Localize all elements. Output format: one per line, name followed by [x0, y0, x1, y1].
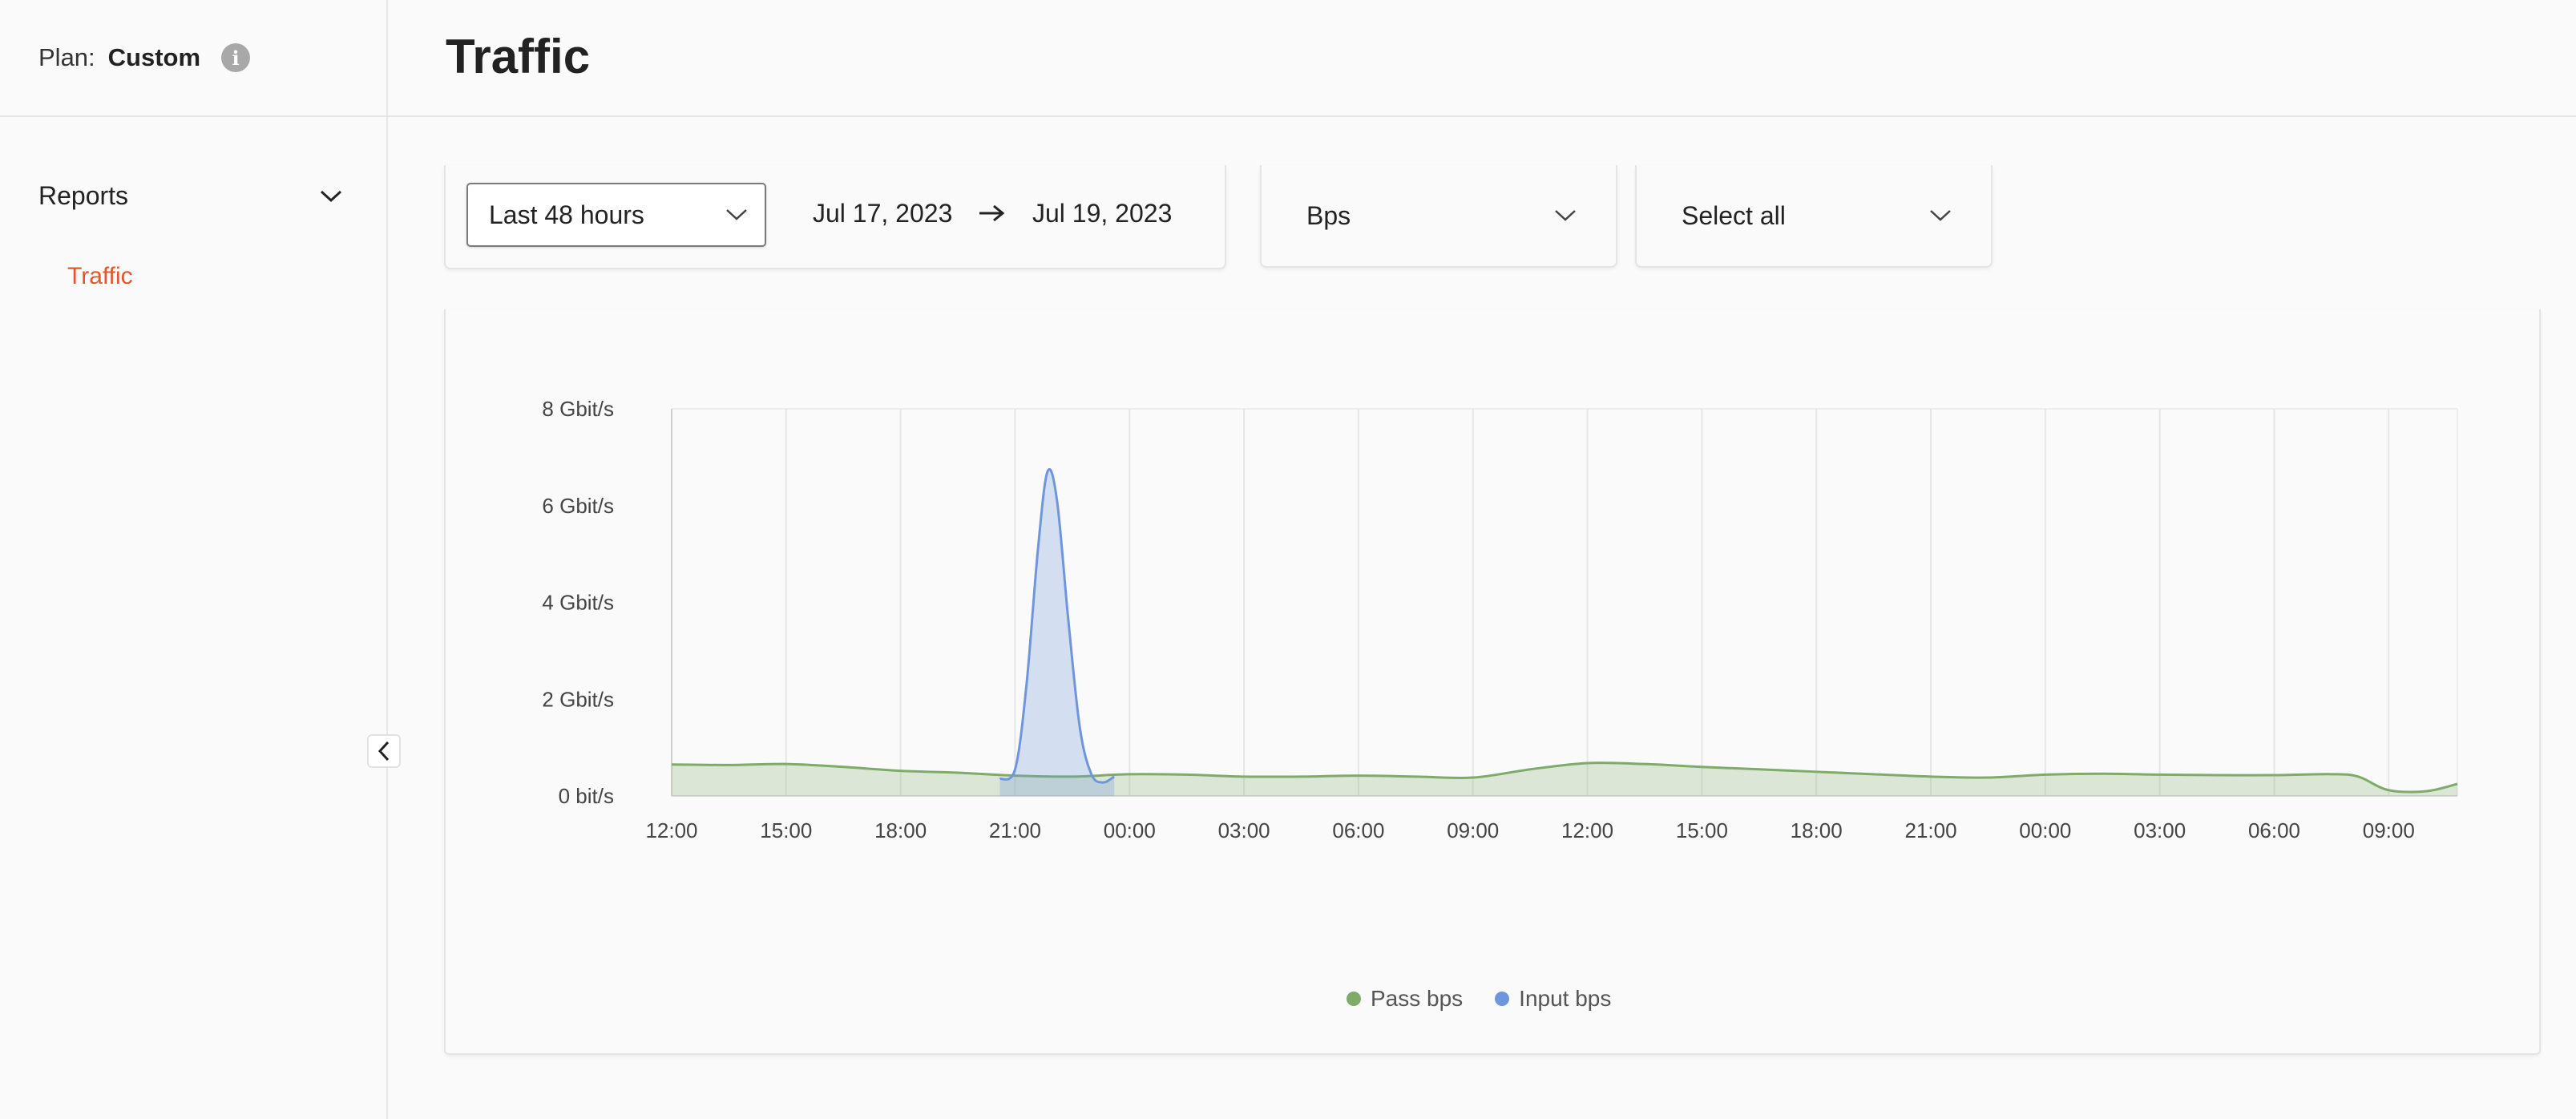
- unit-value: Bps: [1306, 200, 1351, 230]
- date-from[interactable]: Jul 17, 2023: [813, 199, 953, 228]
- x-tick-label: 15:00: [1676, 818, 1728, 842]
- series-area-pass-bps: [672, 762, 2457, 796]
- legend-dot-pass: [1347, 992, 1361, 1006]
- x-axis-ticks: 12:00 15:00 18:00 21:00 00:00 03:00 06:00 09:00…: [645, 818, 2414, 842]
- y-tick-label: 0 bit/s: [559, 784, 614, 808]
- chevron-left-icon: [378, 741, 390, 761]
- time-range-select[interactable]: Last 48 hours: [466, 183, 766, 247]
- nav-section-reports[interactable]: Reports: [38, 181, 343, 211]
- x-tick-label: 15:00: [760, 818, 812, 842]
- page-header: Traffic: [388, 0, 2576, 117]
- y-axis-ticks: 0 bit/s 2 Gbit/s 4 Gbit/s 6 Gbit/s 8 Gbit/s: [542, 397, 614, 808]
- legend-item-input[interactable]: Input bps: [1495, 986, 1611, 1012]
- x-tick-label: 09:00: [1447, 818, 1499, 842]
- chevron-down-icon: [1555, 210, 1576, 221]
- series-line-pass-bps: [671, 761, 2458, 794]
- x-tick-label: 00:00: [1104, 818, 1156, 842]
- series-area-input-bps: [999, 469, 1115, 796]
- chart-legend: Pass bps Input bps: [1347, 986, 1611, 1012]
- y-tick-label: 6 Gbit/s: [542, 494, 614, 518]
- chart-areas: [671, 468, 2458, 796]
- date-to[interactable]: Jul 19, 2023: [1032, 199, 1173, 228]
- x-tick-label: 18:00: [874, 818, 927, 842]
- plan-value: Custom: [107, 43, 201, 71]
- info-icon[interactable]: i: [221, 43, 251, 72]
- legend-label-pass: Pass bps: [1371, 986, 1464, 1011]
- chart-card: [444, 309, 2541, 1055]
- time-range-value: Last 48 hours: [489, 200, 644, 229]
- legend-item-pass[interactable]: Pass bps: [1347, 986, 1463, 1012]
- x-tick-label: 21:00: [989, 818, 1041, 842]
- selection-dropdown[interactable]: Select all: [1635, 165, 1993, 268]
- chevron-down-icon: [320, 190, 342, 202]
- unit-dropdown[interactable]: Bps: [1260, 165, 1617, 268]
- y-tick-label: 4 Gbit/s: [542, 591, 614, 615]
- plan-row: Plan: Custom i: [0, 0, 386, 117]
- x-tick-label: 12:00: [1561, 818, 1613, 842]
- page-title: Traffic: [446, 30, 591, 83]
- x-tick-label: 03:00: [1218, 818, 1270, 842]
- legend-dot-input: [1495, 992, 1510, 1006]
- nav-section-title: Reports: [38, 181, 129, 210]
- x-tick-label: 18:00: [1791, 818, 1843, 842]
- x-tick-label: 00:00: [2019, 818, 2071, 842]
- plan-label: Plan:: [38, 43, 95, 71]
- series-line-input-bps: [999, 468, 1116, 784]
- y-tick-label: 8 Gbit/s: [542, 397, 614, 421]
- chevron-down-icon: [726, 209, 747, 220]
- arrow-right-icon: [979, 204, 1005, 222]
- sidebar: Plan: Custom i Reports Traffic: [0, 0, 388, 1119]
- collapse-sidebar-button[interactable]: [367, 734, 401, 768]
- x-tick-label: 12:00: [645, 818, 697, 842]
- legend-label-input: Input bps: [1519, 986, 1612, 1011]
- x-tick-label: 03:00: [2134, 818, 2186, 842]
- sidebar-item-traffic[interactable]: Traffic: [67, 263, 133, 289]
- x-tick-label: 09:00: [2363, 818, 2415, 842]
- x-tick-label: 06:00: [2248, 818, 2300, 842]
- chart-grid: [671, 408, 2458, 797]
- y-tick-label: 2 Gbit/s: [542, 687, 614, 711]
- selection-value: Select all: [1682, 200, 1786, 230]
- x-tick-label: 21:00: [1904, 818, 1956, 842]
- x-tick-label: 06:00: [1332, 818, 1384, 842]
- chevron-down-icon: [1930, 210, 1951, 221]
